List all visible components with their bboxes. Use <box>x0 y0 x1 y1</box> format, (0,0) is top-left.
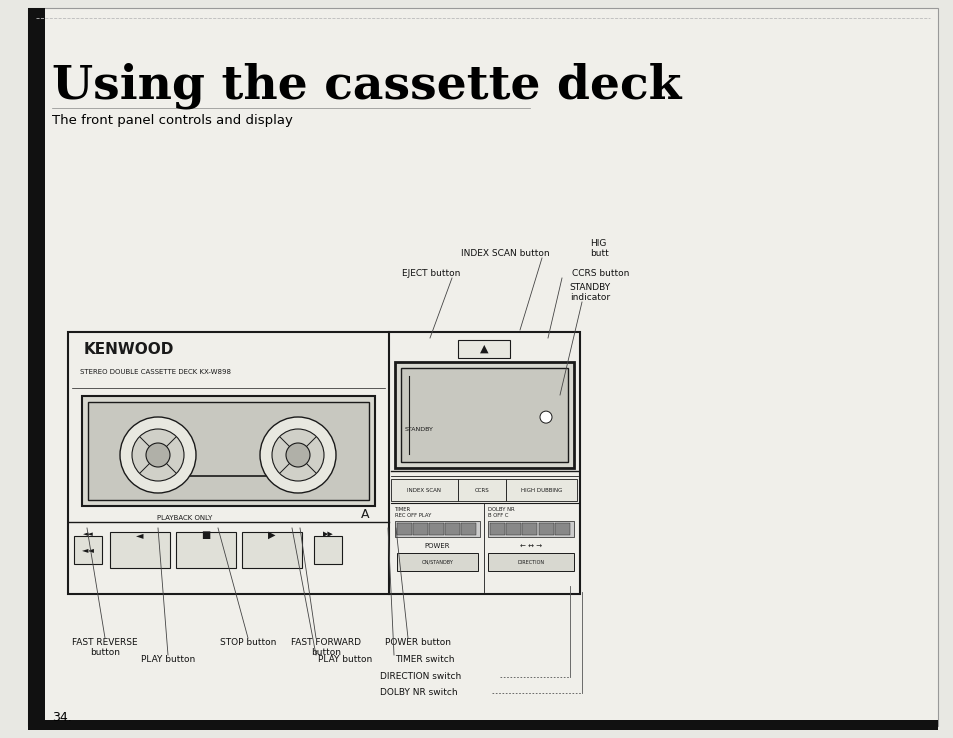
Bar <box>488 553 574 571</box>
Bar <box>391 479 457 501</box>
Bar <box>242 532 302 568</box>
Text: INDEX SCAN: INDEX SCAN <box>407 488 441 492</box>
Text: POWER button: POWER button <box>385 638 451 647</box>
Text: ▶: ▶ <box>268 530 275 540</box>
Bar <box>488 521 574 537</box>
Bar <box>314 536 341 564</box>
Text: TIMER
REC OFF PLAY: TIMER REC OFF PLAY <box>395 507 431 518</box>
Text: HIGH DUBBING: HIGH DUBBING <box>520 488 561 492</box>
Bar <box>110 532 170 568</box>
Text: DOLBY NR switch: DOLBY NR switch <box>379 688 457 697</box>
Text: HIG
butt: HIG butt <box>589 238 608 258</box>
Text: A: A <box>360 508 369 521</box>
Bar <box>555 523 569 535</box>
Text: KENWOOD: KENWOOD <box>84 342 174 357</box>
Text: ◄◄: ◄◄ <box>83 531 93 537</box>
Text: ON/STANDBY: ON/STANDBY <box>421 559 453 565</box>
Bar <box>505 479 577 501</box>
Bar <box>429 523 443 535</box>
Bar <box>395 521 479 537</box>
Bar <box>74 536 102 564</box>
Text: 34.: 34. <box>52 711 71 724</box>
Bar <box>400 368 567 462</box>
Bar <box>505 523 520 535</box>
Text: ◄: ◄ <box>136 530 144 540</box>
Bar <box>68 332 579 594</box>
Circle shape <box>120 417 195 493</box>
Text: DIRECTION switch: DIRECTION switch <box>379 672 460 681</box>
Text: ■: ■ <box>201 530 211 540</box>
Text: DIRECTION: DIRECTION <box>517 559 544 565</box>
Bar <box>413 523 428 535</box>
Bar <box>396 523 412 535</box>
Bar <box>28 720 937 730</box>
Bar <box>175 532 235 568</box>
Bar <box>28 8 45 726</box>
Text: CCRS: CCRS <box>475 488 489 492</box>
Text: CCRS button: CCRS button <box>572 269 629 278</box>
Text: ◄◄: ◄◄ <box>81 545 94 554</box>
Text: PLAY button: PLAY button <box>141 655 195 664</box>
Circle shape <box>286 443 310 467</box>
Text: The front panel controls and display: The front panel controls and display <box>52 114 293 127</box>
Text: INDEX SCAN button: INDEX SCAN button <box>461 249 550 258</box>
Text: ▲: ▲ <box>479 344 488 354</box>
Text: TIMER switch: TIMER switch <box>395 655 454 664</box>
Text: EJECT button: EJECT button <box>401 269 459 278</box>
Bar <box>395 362 574 468</box>
Bar <box>457 479 505 501</box>
Text: FAST FORWARD
button: FAST FORWARD button <box>291 638 360 658</box>
Bar <box>396 553 477 571</box>
Text: ← ↔ →: ← ↔ → <box>519 543 541 549</box>
Bar <box>82 396 375 506</box>
Text: Using the cassette deck: Using the cassette deck <box>52 62 680 108</box>
Bar <box>490 523 504 535</box>
Circle shape <box>260 417 335 493</box>
Circle shape <box>132 429 184 481</box>
Circle shape <box>146 443 170 467</box>
Bar <box>521 523 537 535</box>
Text: STOP button: STOP button <box>219 638 276 647</box>
Text: STANDBY
indicator: STANDBY indicator <box>569 283 610 302</box>
Text: DOLBY NR
B OFF C: DOLBY NR B OFF C <box>488 507 514 518</box>
Text: STEREO DOUBLE CASSETTE DECK KX-W898: STEREO DOUBLE CASSETTE DECK KX-W898 <box>80 369 231 375</box>
Text: POWER: POWER <box>424 543 450 549</box>
Bar <box>444 523 459 535</box>
Text: STANDBY: STANDBY <box>405 427 434 432</box>
Text: ▶▶: ▶▶ <box>322 531 333 537</box>
Bar <box>457 340 510 358</box>
Bar <box>538 523 554 535</box>
Circle shape <box>539 411 552 423</box>
Bar <box>88 402 369 500</box>
Text: PLAY button: PLAY button <box>317 655 372 664</box>
Text: FAST REVERSE
button: FAST REVERSE button <box>72 638 137 658</box>
Text: PLAYBACK ONLY: PLAYBACK ONLY <box>156 515 212 521</box>
Circle shape <box>272 429 324 481</box>
Bar <box>460 523 476 535</box>
